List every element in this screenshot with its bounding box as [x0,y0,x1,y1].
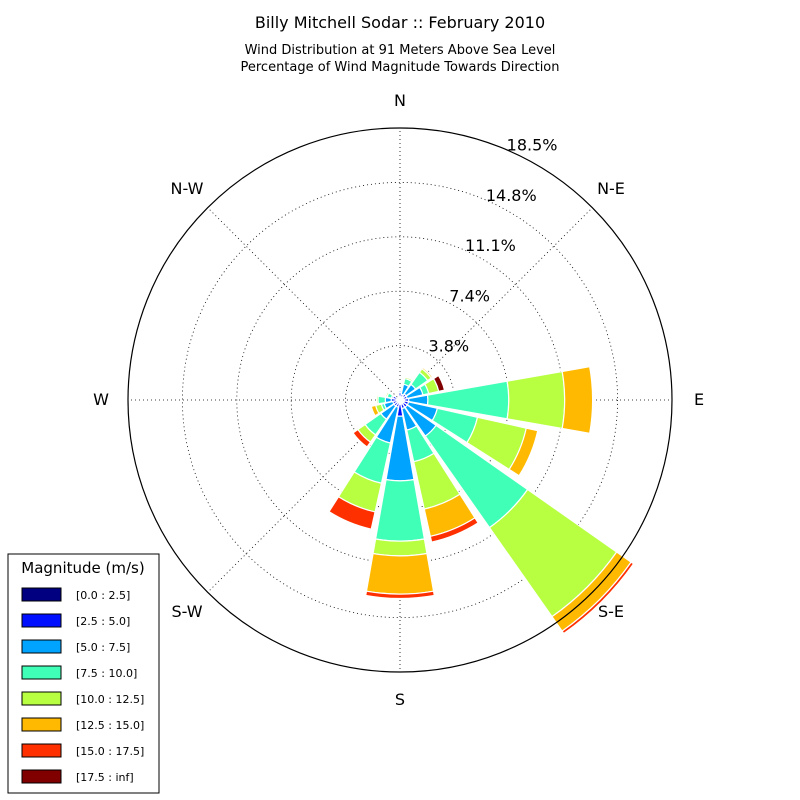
legend-swatch [21,613,62,628]
legend-items: [0.0 : 2.5] [2.5 : 5.0] [5.0 : 7.5] [7.5 : … [21,587,144,784]
legend-swatch [21,769,62,784]
legend-label: [12.5 : 15.0] [76,719,144,732]
legend-label: [5.0 : 7.5] [76,641,130,654]
wind-bar-ese-bin-5 [508,427,539,477]
ring-label: 7.4% [449,286,490,305]
wind-bars [328,366,635,635]
legend: Magnitude (m/s) [0.0 : 2.5] [2.5 : 5.0] [5… [7,553,160,794]
chart-subtitle-line-1: Wind Distribution at 91 Meters Above Sea… [245,43,556,58]
wind-bar-sw-bin-6 [352,428,372,448]
wind-bar-s-bin-4 [372,538,428,557]
legend-swatch [21,639,62,654]
grid-spoke [207,207,401,401]
grid-ring [181,181,619,619]
legend-label: [7.5 : 10.0] [76,667,137,680]
wind-bar-n-bin-2 [397,390,403,394]
legend-swatch [21,587,62,602]
wind-bar-wsw-bin-5 [370,404,380,417]
wind-bar-nne-bin-4 [404,376,414,383]
ring-labels: 3.8% 7.4% 11.1% 14.8% 18.5% [428,136,557,356]
grid-spoke [399,207,593,401]
direction-label-nw: N-W [171,179,204,198]
direction-label-w: W [93,390,109,409]
direction-label-s: S [395,690,405,709]
chart-subtitle-line-2: Percentage of Wind Magnitude Towards Dir… [240,60,559,75]
wind-bar-e-bin-4 [506,370,566,430]
legend-swatch [21,743,62,758]
wind-bar-wnw-bin-4 [384,391,390,398]
wind-bar-w-bin-4 [375,395,379,405]
direction-label-sw: S-W [171,602,202,621]
wind-bar-s-bin-3 [374,478,426,542]
grid-spoke [207,399,401,593]
legend-swatch [21,665,62,680]
wind-bar-s-bin-5 [365,552,435,595]
wind-bar-se-bin-6 [561,561,635,635]
legend-swatch [21,691,62,706]
legend-title: Magnitude (m/s) [21,559,144,577]
ring-label: 18.5% [507,136,558,155]
chart-title: Billy Mitchell Sodar :: February 2010 [255,13,545,32]
wind-bar-e-bin-5 [561,366,594,434]
legend-label: [2.5 : 5.0] [76,615,130,628]
ring-label: 11.1% [465,236,516,255]
ring-label: 14.8% [486,186,537,205]
direction-label-e: E [694,390,704,409]
wind-bar-w-bin-3 [377,395,387,405]
legend-label: [10.0 : 12.5] [76,693,144,706]
legend-swatch [21,717,62,732]
wind-bar-n-bin-1 [398,392,402,398]
direction-label-ne: N-E [597,179,625,198]
ring-label: 3.8% [428,337,469,356]
legend-label: [15.0 : 17.5] [76,745,144,758]
wind-bar-s-bin-6 [365,590,435,600]
direction-label-se: S-E [598,602,624,621]
legend-label: [0.0 : 2.5] [76,589,130,602]
wind-bar-ssw-bin-6 [328,495,376,530]
wind-bar-ene-bin-7 [432,374,446,393]
wind-bar-sse-bin-6 [429,517,479,543]
legend-label: [17.5 : inf] [76,771,134,784]
polar-outline [127,127,673,673]
direction-label-n: N [394,91,406,110]
wind-bar-ne-bin-5 [421,366,434,379]
